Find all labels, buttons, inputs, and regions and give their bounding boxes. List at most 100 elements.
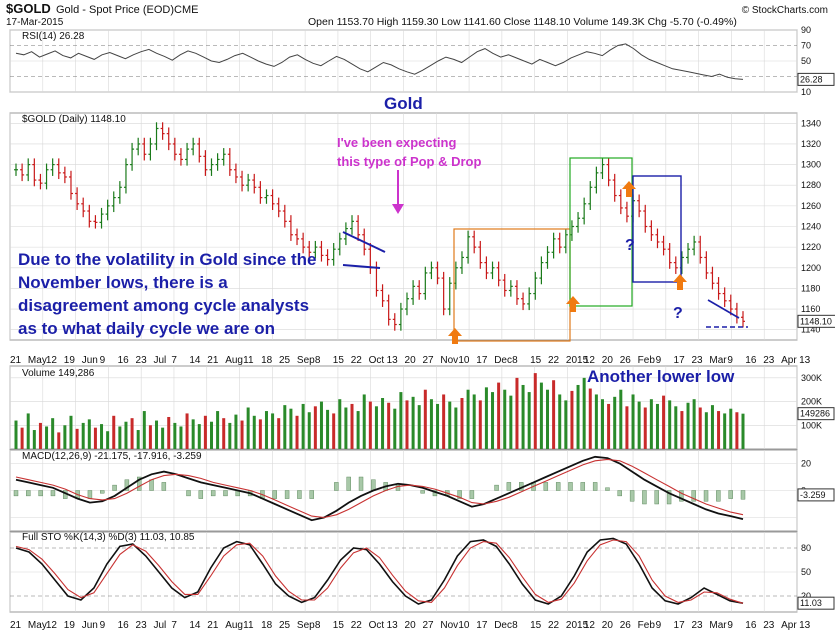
- x-tick-label: 19: [64, 620, 76, 631]
- macd-histogram-bar: [186, 490, 191, 497]
- price-last-box: [797, 314, 835, 328]
- x-tick-label: Jul: [153, 355, 166, 366]
- price-tick-label: 1140: [801, 325, 820, 335]
- volume-bar: [509, 395, 513, 449]
- volume-bar: [436, 403, 440, 449]
- macd-histogram-bar: [740, 490, 746, 500]
- volume-bar: [582, 377, 586, 449]
- volume-bar: [356, 411, 360, 449]
- macd-hist-last-box: [797, 488, 835, 502]
- volume-bar: [51, 418, 55, 449]
- macd-histogram-bar: [629, 490, 635, 502]
- volume-tick-label: 100K: [801, 420, 822, 430]
- x-tick-label: Mar: [709, 620, 727, 631]
- volume-bar: [69, 415, 73, 449]
- price-x-axis: 21 May 12 19 Jun 9 16 23 Jul 7 14 21 Aug 11 18 25 Sep 8 15…: [10, 355, 811, 366]
- green-cycle-box: [569, 157, 633, 307]
- cycle-text-line2: November lows, there is a: [18, 273, 228, 292]
- x-tick-label: Nov: [440, 355, 458, 366]
- x-tick-label: 13: [387, 620, 399, 631]
- macd-histogram-bar: [494, 484, 499, 491]
- volume-bar: [680, 411, 684, 449]
- x-tick-label: 20: [602, 620, 614, 631]
- x-tick-label: Jun: [82, 620, 98, 631]
- volume-bar: [491, 392, 495, 449]
- macd-histogram-bar: [50, 490, 56, 497]
- rsi-panel: 103050709026.28: [10, 25, 835, 97]
- volume-bar: [14, 420, 18, 449]
- x-tick-label: 17: [674, 620, 686, 631]
- volume-bar: [124, 421, 128, 449]
- chart-header: $GOLD Gold - Spot Price (EOD) CME 17-Mar…: [6, 1, 828, 28]
- volume-bar: [118, 426, 122, 449]
- volume-bar: [674, 406, 678, 449]
- gold-annotation: Gold: [384, 94, 423, 113]
- x-tick-label: 23: [691, 620, 703, 631]
- x-tick-label: May: [28, 620, 47, 631]
- x-tick-label: 25: [279, 355, 291, 366]
- x-tick-label: 8: [315, 620, 321, 631]
- volume-bar: [319, 401, 323, 449]
- volume-last-value: 149286: [800, 409, 830, 419]
- x-tick-label: 2015: [566, 620, 589, 631]
- volume-bar: [600, 399, 604, 449]
- rsi-tick-label: 10: [801, 87, 811, 97]
- macd-histogram-bar: [617, 490, 622, 497]
- macd-histogram-bar: [334, 482, 339, 491]
- volume-bar: [552, 380, 556, 449]
- macd-histogram-bar: [124, 479, 130, 491]
- macd-line-signal: [15, 458, 744, 519]
- x-tick-label: 21: [10, 355, 22, 366]
- volume-bar: [381, 398, 385, 449]
- x-tick-label: 7: [171, 355, 177, 366]
- x-tick-label: Apr: [781, 620, 797, 631]
- macd-histogram-bar: [297, 490, 302, 499]
- x-tick-label: 22: [548, 355, 560, 366]
- macd-histogram-bar: [161, 482, 167, 491]
- volume-bar: [264, 411, 268, 449]
- x-tick-label: 15: [333, 620, 345, 631]
- price-title: $GOLD (Daily) 1148.10: [22, 114, 126, 125]
- x-tick-label: Feb: [638, 620, 656, 631]
- x-tick-label: Feb: [638, 355, 656, 366]
- volume-bar: [289, 408, 293, 449]
- x-tick-label: 21: [207, 620, 219, 631]
- macd-histogram-bar: [371, 479, 376, 491]
- volume-bar: [704, 412, 708, 449]
- macd-line-macd: [15, 455, 744, 522]
- sto-line-pctd: [15, 539, 744, 604]
- volume-bar: [655, 403, 659, 449]
- volume-bar: [350, 403, 354, 449]
- x-tick-label: 21: [10, 620, 22, 631]
- volume-bar: [405, 400, 409, 449]
- macd-histogram-bar: [728, 490, 733, 499]
- x-tick-label: Aug: [225, 355, 243, 366]
- orange-up-arrow: [622, 181, 636, 197]
- cycle-text-line3: disagreement among cycle analysts: [18, 296, 309, 315]
- x-tick-label: 2015: [566, 355, 589, 366]
- macd-tick-label: 20: [801, 459, 811, 469]
- pop-drop-line1: I've been expecting: [337, 135, 456, 150]
- macd-histogram-bar: [555, 482, 561, 491]
- x-tick-label: Jul: [153, 620, 166, 631]
- sto-last-value: 11.03: [800, 598, 822, 608]
- price-tick-label: 1300: [801, 160, 821, 170]
- volume-bar: [533, 373, 537, 449]
- copyright-label: © StockCharts.com: [742, 5, 828, 16]
- volume-bar: [32, 430, 36, 449]
- x-tick-label: 8: [512, 620, 518, 631]
- sto-tick-label: 80: [801, 543, 811, 553]
- x-tick-label: 20: [602, 355, 614, 366]
- rsi-tick-label: 70: [801, 41, 811, 51]
- macd-histogram-bar: [580, 482, 586, 491]
- volume-bar: [454, 407, 458, 449]
- x-tick-label: 10: [458, 355, 470, 366]
- rsi-last-box: [797, 72, 835, 86]
- volume-bar: [484, 387, 488, 449]
- date-label: 17-Mar-2015: [6, 17, 64, 28]
- volume-bar: [106, 431, 110, 449]
- volume-tick-label: 300K: [801, 373, 822, 383]
- macd-histogram-bar: [605, 487, 610, 491]
- volume-bar: [20, 427, 24, 449]
